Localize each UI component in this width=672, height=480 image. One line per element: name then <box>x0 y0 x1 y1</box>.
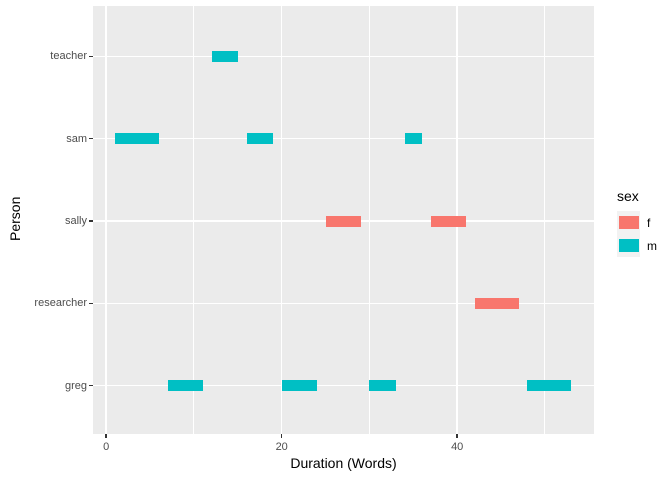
legend-label: f <box>647 215 651 230</box>
y-tick-mark <box>89 220 93 222</box>
major-gridline <box>105 6 107 434</box>
x-tick-mark <box>280 434 283 438</box>
legend-label: m <box>647 238 657 253</box>
minor-gridline <box>368 6 370 434</box>
segment-bar-teacher-m <box>211 50 238 62</box>
y-tick-label-sam: sam <box>66 132 87 145</box>
segment-bar-sam-m <box>246 133 273 145</box>
legend-swatch-f <box>618 216 639 229</box>
legend-swatch-m <box>618 239 639 252</box>
y-tick-mark <box>89 137 93 140</box>
y-tick-mark <box>89 55 93 58</box>
y-tick-label-teacher: teacher <box>50 50 87 63</box>
minor-gridline <box>544 6 546 434</box>
x-tick-label: 0 <box>103 441 110 453</box>
legend-entry-m: m <box>617 234 657 257</box>
y-tick-mark <box>89 302 93 305</box>
minor-gridline <box>193 6 195 434</box>
segment-bar-greg-m <box>369 380 396 392</box>
legend-entry-f: f <box>617 211 657 234</box>
major-gridline <box>280 6 283 434</box>
x-tick-mark <box>105 434 107 438</box>
segment-bar-sam-m <box>114 133 159 145</box>
y-axis-title: Person <box>7 196 23 241</box>
x-tick-mark <box>456 434 458 438</box>
category-gridline <box>93 55 594 58</box>
x-tick-label: 40 <box>451 441 464 453</box>
segment-bar-greg-m <box>281 380 317 392</box>
segment-bar-sally-f <box>430 215 466 227</box>
legend-key <box>617 211 640 234</box>
legend-key <box>617 234 640 257</box>
y-tick-mark <box>89 384 93 387</box>
y-tick-label-researcher: researcher <box>34 297 87 310</box>
x-axis-title: Duration (Words) <box>290 455 397 471</box>
category-gridline <box>93 302 594 305</box>
y-tick-label-greg: greg <box>64 379 87 392</box>
plot-panel <box>93 6 594 434</box>
segment-bar-sally-f <box>325 215 361 227</box>
segment-bar-greg-m <box>167 380 203 392</box>
legend-title: sex <box>617 188 639 204</box>
segment-bar-sam-m <box>404 133 423 145</box>
y-tick-label-sally: sally <box>64 215 87 227</box>
x-tick-label: 20 <box>275 441 288 453</box>
category-gridline <box>93 137 594 140</box>
segment-bar-researcher-f <box>474 297 519 309</box>
category-gridline <box>93 384 594 387</box>
segment-bar-greg-m <box>527 380 572 392</box>
